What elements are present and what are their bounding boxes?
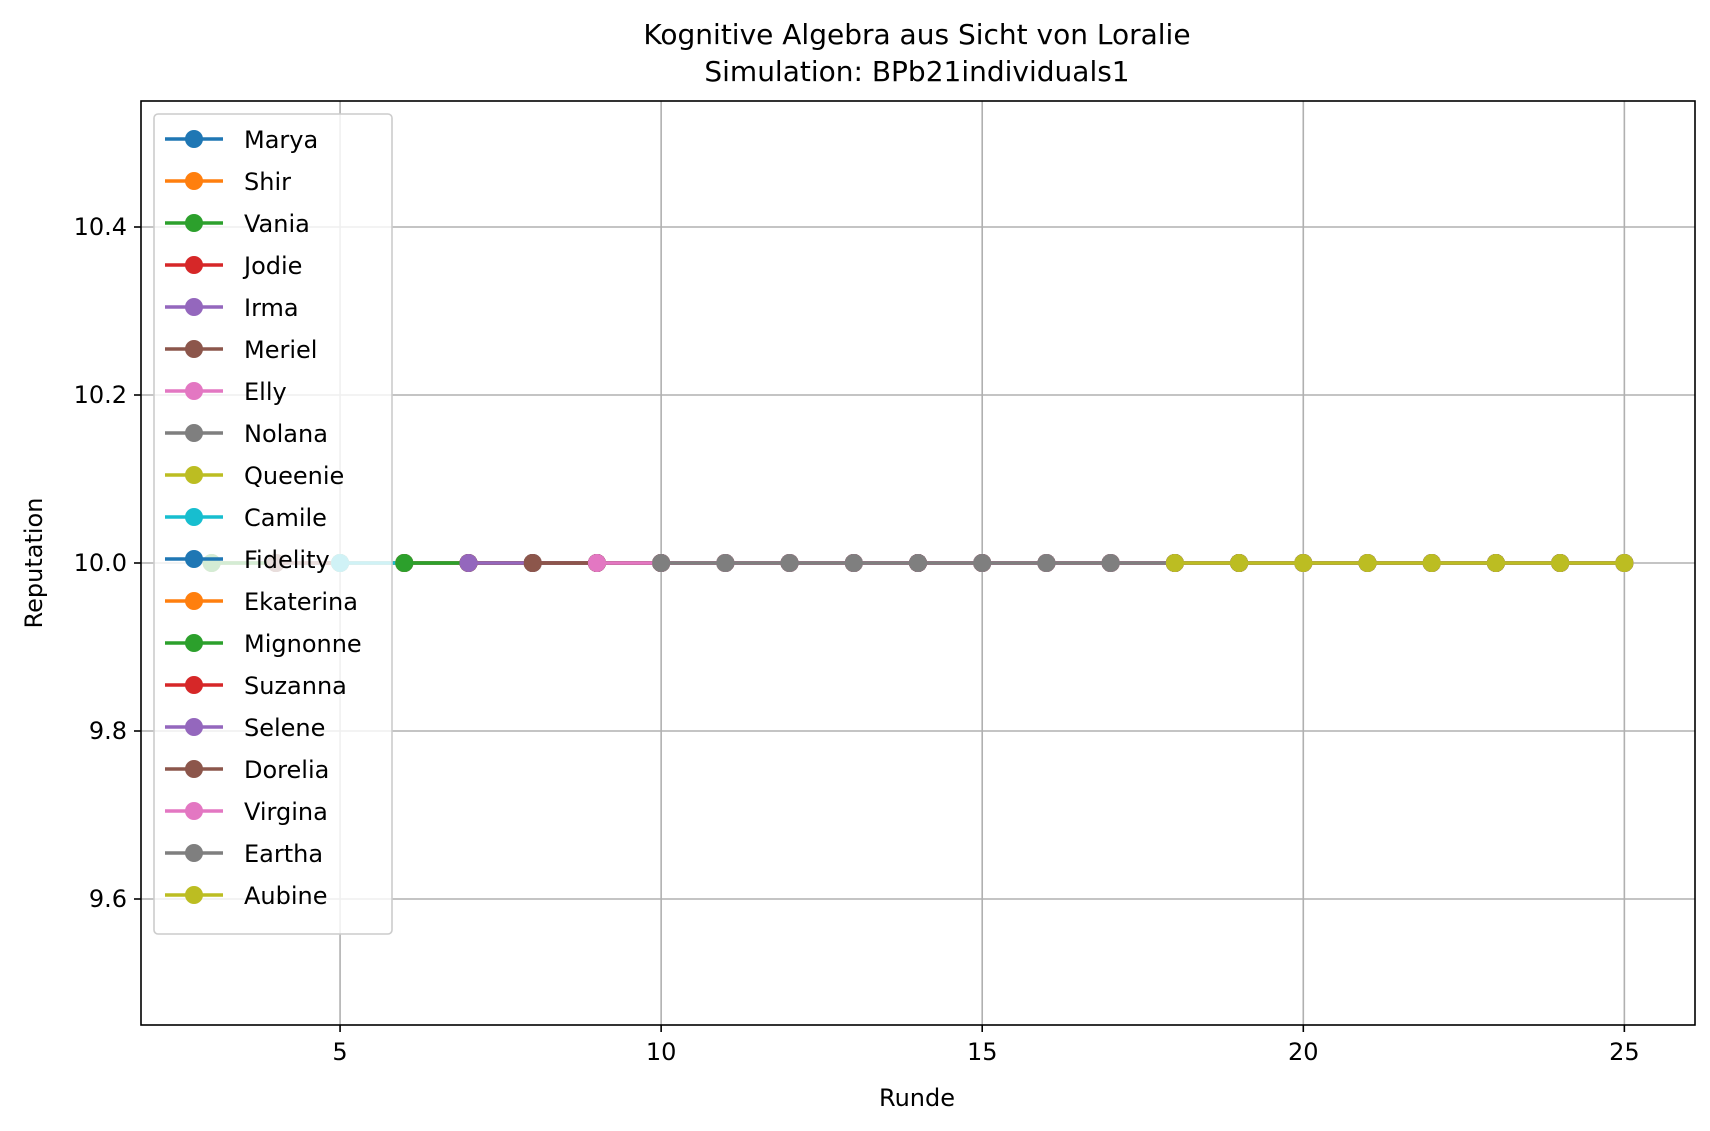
legend-label: Ekaterina	[244, 588, 358, 616]
legend-label: Virgina	[244, 798, 328, 826]
legend-marker	[185, 256, 203, 274]
data-point	[395, 554, 414, 572]
legend-item: Nolana	[165, 420, 328, 448]
x-tick-label: 15	[967, 1038, 998, 1066]
legend-marker	[185, 634, 203, 652]
data-point	[1615, 554, 1634, 572]
legend-label: Jodie	[242, 252, 302, 280]
data-point	[1422, 554, 1441, 572]
data-point	[1486, 554, 1505, 572]
legend-item: Mignonne	[165, 630, 362, 658]
legend-label: Shir	[244, 168, 291, 196]
legend-marker	[185, 172, 203, 190]
legend-label: Vania	[244, 210, 310, 238]
legend-label: Dorelia	[244, 756, 329, 784]
data-point	[587, 554, 606, 572]
legend-item: Marya	[165, 126, 318, 154]
legend-box	[153, 113, 393, 935]
legend-item: Elly	[165, 378, 287, 406]
legend-label: Marya	[244, 126, 318, 154]
data-point	[716, 554, 735, 572]
legend-marker	[185, 424, 203, 442]
data-point	[844, 554, 863, 572]
y-axis-ticks: 9.6 9.8 10.0 10.2 10.4	[74, 213, 141, 913]
legend-item: Vania	[165, 210, 310, 238]
legend-marker	[185, 592, 203, 610]
series-group	[202, 554, 1634, 572]
legend-label: Selene	[244, 714, 325, 742]
legend-marker	[185, 298, 203, 316]
legend-marker	[185, 382, 203, 400]
legend-marker	[185, 550, 203, 568]
legend-item: Queenie	[165, 462, 344, 490]
x-tick-label: 10	[646, 1038, 677, 1066]
legend-marker	[185, 676, 203, 694]
data-point	[1294, 554, 1313, 572]
y-axis-label: Reputation	[20, 498, 48, 629]
legend-marker	[185, 340, 203, 358]
data-point	[780, 554, 799, 572]
legend-item: Virgina	[165, 798, 328, 826]
y-tick-label: 9.6	[89, 885, 127, 913]
legend-item: Selene	[165, 714, 325, 742]
x-tick-label: 25	[1609, 1038, 1640, 1066]
y-tick-label: 9.8	[89, 717, 127, 745]
legend-item: Eartha	[165, 840, 323, 868]
legend-marker	[185, 130, 203, 148]
x-tick-label: 5	[332, 1038, 347, 1066]
y-tick-label: 10.0	[74, 549, 127, 577]
legend-label: Irma	[244, 294, 299, 322]
data-point	[1551, 554, 1570, 572]
series-aubine	[1165, 554, 1634, 572]
legend-item: Shir	[165, 168, 291, 196]
data-point	[909, 554, 927, 572]
data-point	[973, 554, 992, 572]
legend-marker	[185, 508, 203, 526]
legend-marker	[185, 718, 203, 736]
legend-label: Elly	[244, 378, 287, 406]
data-point	[459, 554, 478, 572]
legend-item: Jodie	[165, 252, 302, 280]
legend-item: Suzanna	[165, 672, 347, 700]
chart-subtitle: Simulation: BPb21individuals1	[704, 55, 1129, 88]
legend-marker	[185, 760, 203, 778]
legend-item: Dorelia	[165, 756, 329, 784]
data-point	[1230, 554, 1249, 572]
y-tick-label: 10.4	[74, 213, 127, 241]
data-point	[1037, 554, 1056, 572]
data-point	[1165, 554, 1184, 572]
legend-item: Irma	[165, 294, 299, 322]
legend-label: Nolana	[244, 420, 328, 448]
data-point	[652, 554, 671, 572]
data-point	[523, 554, 542, 572]
legend-item: Aubine	[165, 882, 328, 910]
chart-title: Kognitive Algebra aus Sicht von Loralie	[643, 18, 1190, 51]
legend: Marya Shir Vania Jodie Irma Meriel Elly Nolana Q…	[153, 113, 393, 935]
data-point	[1358, 554, 1377, 572]
legend-label: Mignonne	[244, 630, 362, 658]
x-axis-label: Runde	[879, 1084, 955, 1112]
legend-label: Suzanna	[244, 672, 347, 700]
legend-marker	[185, 844, 203, 862]
y-tick-label: 10.2	[74, 381, 127, 409]
legend-label: Camile	[244, 504, 327, 532]
legend-marker	[185, 466, 203, 484]
x-axis-ticks: 5 10 15 20 25	[332, 1025, 1640, 1066]
legend-item: Meriel	[165, 336, 317, 364]
legend-item: Ekaterina	[165, 588, 358, 616]
legend-marker	[185, 886, 203, 904]
legend-label: Fidelity	[244, 546, 330, 574]
legend-item: Camile	[165, 504, 327, 532]
legend-marker	[185, 214, 203, 232]
data-point	[1101, 554, 1120, 572]
legend-label: Meriel	[244, 336, 317, 364]
legend-label: Queenie	[244, 462, 344, 490]
legend-label: Eartha	[244, 840, 323, 868]
legend-label: Aubine	[244, 882, 328, 910]
legend-marker	[185, 802, 203, 820]
x-tick-label: 20	[1288, 1038, 1319, 1066]
legend-item: Fidelity	[165, 546, 330, 574]
